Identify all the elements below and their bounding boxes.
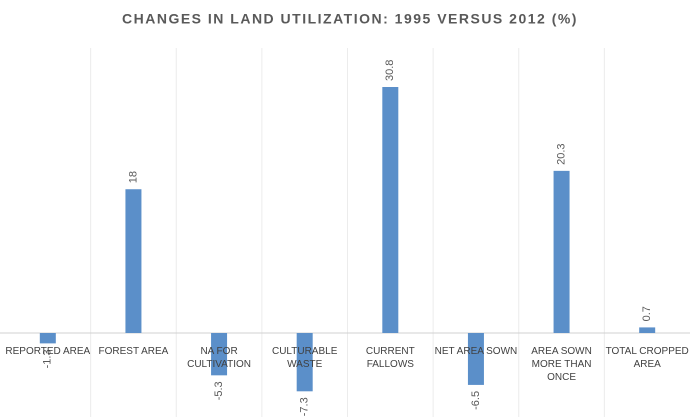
bar [296, 333, 313, 392]
bar [467, 333, 484, 385]
bar [125, 189, 142, 333]
data-label: -5.3 [213, 381, 225, 400]
chart-title: CHANGES IN LAND UTILIZATION: 1995 VERSUS… [122, 11, 578, 27]
data-label: 18 [127, 171, 139, 183]
data-label: -6.5 [470, 391, 482, 410]
bar [211, 333, 228, 376]
bar [382, 87, 399, 333]
x-tick-label: CURRENT FALLOWS [365, 346, 415, 370]
x-tick-label: FOREST AREA [98, 346, 169, 357]
x-tick-label: NA FOR CULTIVATION [187, 346, 252, 370]
data-label: 30.8 [384, 60, 396, 81]
x-tick-label: REPORTED AREA [5, 346, 91, 357]
data-label: 0.7 [641, 306, 653, 321]
x-tick-label: TOTAL CROPPED AREA [605, 346, 689, 370]
bar [39, 333, 56, 344]
x-tick-label: NET AREA SOWN [434, 346, 518, 357]
x-tick-label: AREA SOWN MORE THAN ONCE [531, 346, 592, 383]
bar [639, 327, 656, 333]
bar [553, 170, 570, 333]
x-tick-label: CULTURABLE WASTE [271, 346, 338, 370]
data-label: 20.3 [555, 143, 567, 164]
data-label: -7.3 [299, 397, 311, 416]
data-label: -1.3 [42, 349, 54, 368]
